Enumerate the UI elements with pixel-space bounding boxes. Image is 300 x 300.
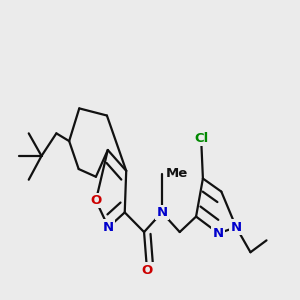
Text: N: N: [231, 221, 242, 234]
Text: Cl: Cl: [194, 132, 208, 145]
Text: N: N: [156, 206, 167, 219]
Text: O: O: [90, 194, 101, 207]
Text: N: N: [103, 221, 114, 234]
Text: O: O: [141, 264, 153, 277]
Text: N: N: [213, 227, 224, 240]
Text: Me: Me: [166, 167, 188, 180]
